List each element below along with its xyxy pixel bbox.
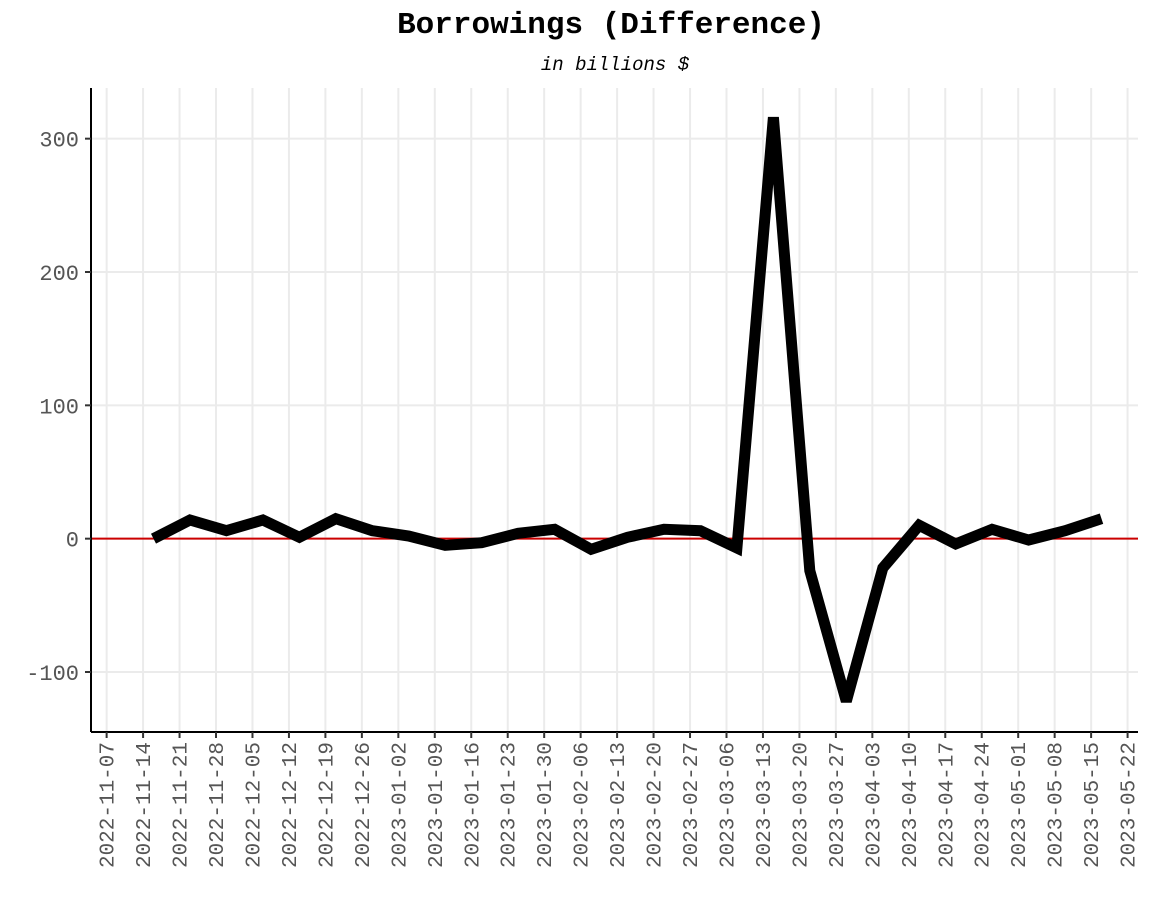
x-tick-label: 2022-12-26 bbox=[353, 742, 376, 868]
x-tick-label: 2022-12-12 bbox=[280, 742, 303, 868]
x-tick-label: 2023-05-22 bbox=[1119, 742, 1142, 868]
x-tick-label: 2023-04-03 bbox=[863, 742, 886, 868]
x-tick-label: 2023-03-13 bbox=[754, 742, 777, 868]
y-tick-label: 300 bbox=[39, 129, 79, 154]
x-tick-label: 2022-11-21 bbox=[171, 742, 194, 868]
x-tick-label: 2023-01-02 bbox=[389, 742, 412, 868]
chart-subtitle: in billions $ bbox=[540, 54, 690, 76]
x-tick-label: 2023-05-01 bbox=[1009, 742, 1032, 868]
y-tick-label: 200 bbox=[39, 262, 79, 287]
x-tick-label: 2023-04-24 bbox=[973, 742, 996, 868]
x-tick-label: 2023-02-06 bbox=[572, 742, 595, 868]
x-tick-label: 2023-03-27 bbox=[827, 742, 850, 868]
x-tick-label: 2023-05-08 bbox=[1046, 742, 1069, 868]
x-tick-label: 2023-05-15 bbox=[1082, 742, 1105, 868]
x-tick-label: 2022-12-19 bbox=[316, 742, 339, 868]
x-tick-label: 2023-02-20 bbox=[645, 742, 668, 868]
x-tick-label: 2023-02-27 bbox=[681, 742, 704, 868]
x-tick-label: 2023-01-09 bbox=[426, 742, 449, 868]
x-tick-label: 2023-04-10 bbox=[900, 742, 923, 868]
x-tick-label: 2023-02-13 bbox=[608, 742, 631, 868]
x-tick-label: 2023-01-23 bbox=[499, 742, 522, 868]
chart-title: Borrowings (Difference) bbox=[397, 8, 825, 43]
y-tick-label: 0 bbox=[66, 529, 79, 554]
y-tick-label: -100 bbox=[26, 662, 79, 687]
y-tick-label: 100 bbox=[39, 395, 79, 420]
x-tick-label: 2023-04-17 bbox=[936, 742, 959, 868]
x-tick-label: 2023-01-30 bbox=[535, 742, 558, 868]
x-tick-label: 2023-01-16 bbox=[462, 742, 485, 868]
x-tick-label: 2022-11-14 bbox=[134, 742, 157, 868]
x-tick-label: 2023-03-06 bbox=[718, 742, 741, 868]
series-line bbox=[150, 116, 1104, 703]
x-tick-label: 2022-11-07 bbox=[98, 742, 121, 868]
x-tick-label: 2022-12-05 bbox=[244, 742, 267, 868]
x-tick-label: 2023-03-20 bbox=[790, 742, 813, 868]
x-tick-label: 2022-11-28 bbox=[207, 742, 230, 868]
